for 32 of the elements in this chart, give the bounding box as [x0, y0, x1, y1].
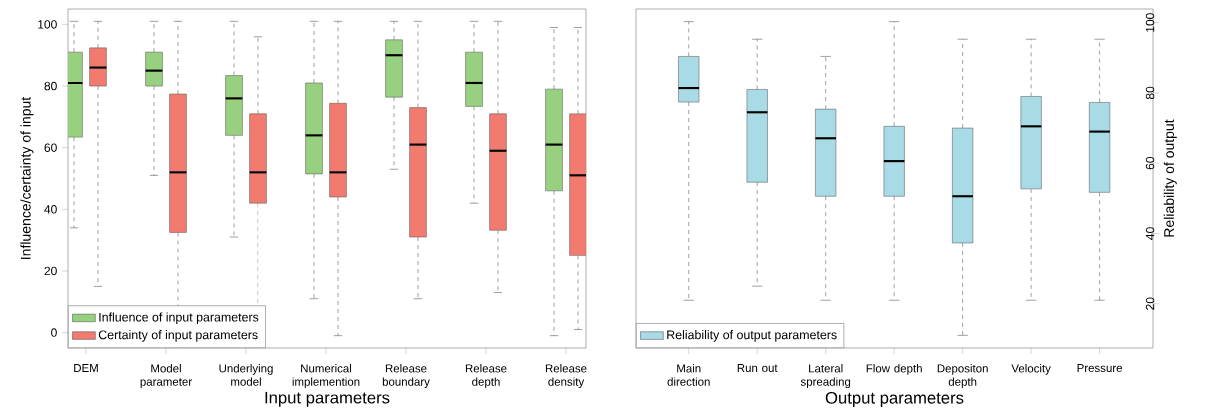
- x-tick-label: Velocity: [1011, 364, 1051, 375]
- y2-tick-label: 20: [1145, 297, 1155, 310]
- x-tick-label: Underlying model: [219, 364, 273, 386]
- y2-tick-label: 40: [1145, 227, 1155, 240]
- y-axis-title: Influence/certainty of input: [20, 96, 34, 259]
- x-tick-label: DEM: [74, 364, 98, 372]
- x-axis-title: Input parameters: [265, 391, 390, 407]
- x-tick-label: Numerical implemention: [292, 364, 360, 389]
- x-tick-label: Pressure: [1077, 364, 1123, 373]
- y2-tick-label: 100: [1145, 13, 1155, 32]
- y2-tick-label: 60: [1145, 157, 1155, 170]
- legend-label: Reliability of output parameters: [667, 330, 837, 342]
- x-tick-label: Run out: [737, 364, 778, 373]
- x-tick-label: Lateral spreading: [800, 364, 851, 389]
- y2-tick-label: 80: [1145, 86, 1155, 100]
- x-axis-title: Output parameters: [825, 391, 964, 407]
- y-tick-label: 80: [44, 81, 57, 91]
- legend-label: Influence of input parameters: [99, 312, 259, 324]
- x-tick-label: Model parameter: [140, 364, 192, 389]
- y-tick-label: 100: [38, 20, 57, 29]
- x-tick-label: Release boundary: [382, 364, 430, 389]
- y-tick-label: 60: [44, 143, 57, 152]
- x-tick-label: Release density: [545, 364, 587, 389]
- y-tick-label: 20: [44, 266, 57, 276]
- x-tick-label: Release depth: [465, 364, 507, 389]
- legend-label: Certainty of input parameters: [98, 330, 258, 342]
- x-tick-label: Flow depth: [866, 364, 922, 375]
- y2-axis-title: Reliability of output: [1163, 119, 1177, 237]
- x-tick-label: Main direction: [667, 364, 710, 386]
- y-tick-label: 0: [51, 328, 57, 337]
- y-tick-label: 40: [44, 205, 57, 214]
- x-tick-label: Depositon depth: [937, 364, 988, 389]
